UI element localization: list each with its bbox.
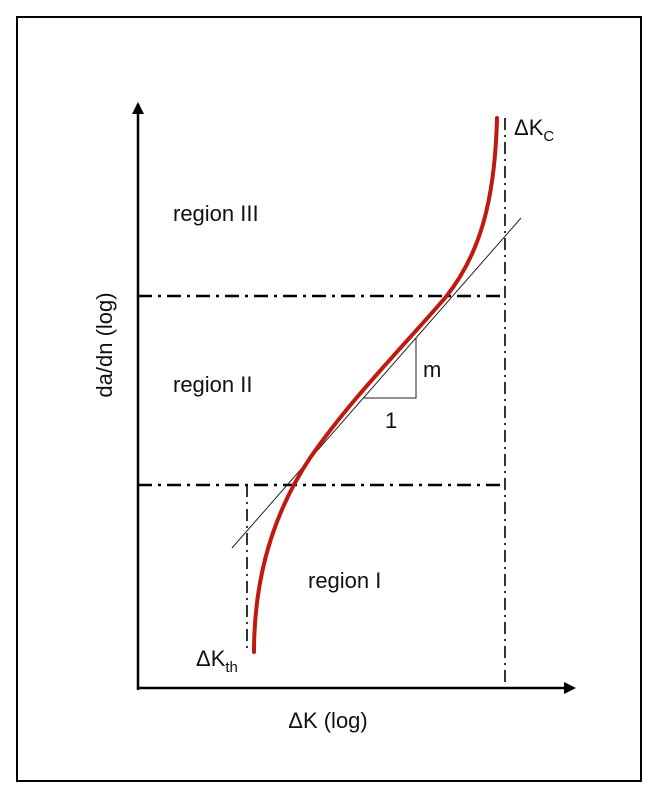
crack-growth-curve (252, 116, 499, 654)
delta-kth-main: ΔK (196, 646, 226, 671)
slope-run-label: 1 (385, 408, 397, 433)
region-2-label: region II (173, 372, 253, 397)
slope-rise-label: m (423, 357, 441, 382)
delta-kc-label: ΔKC (514, 115, 554, 145)
slope-triangle (363, 338, 417, 399)
region-2-tangent-line (231, 217, 522, 549)
region-1-label: region I (308, 568, 381, 593)
delta-kc-main: ΔK (514, 115, 544, 140)
delta-kc-subscript: C (543, 128, 554, 145)
delta-kth-label: ΔKth (196, 646, 238, 676)
y-axis-label: da/dn (log) (92, 292, 117, 397)
x-axis-label: ΔK (log) (288, 708, 368, 733)
delta-kth-subscript: th (225, 659, 238, 676)
region-3-label: region III (173, 201, 259, 226)
figure-frame (16, 16, 642, 782)
